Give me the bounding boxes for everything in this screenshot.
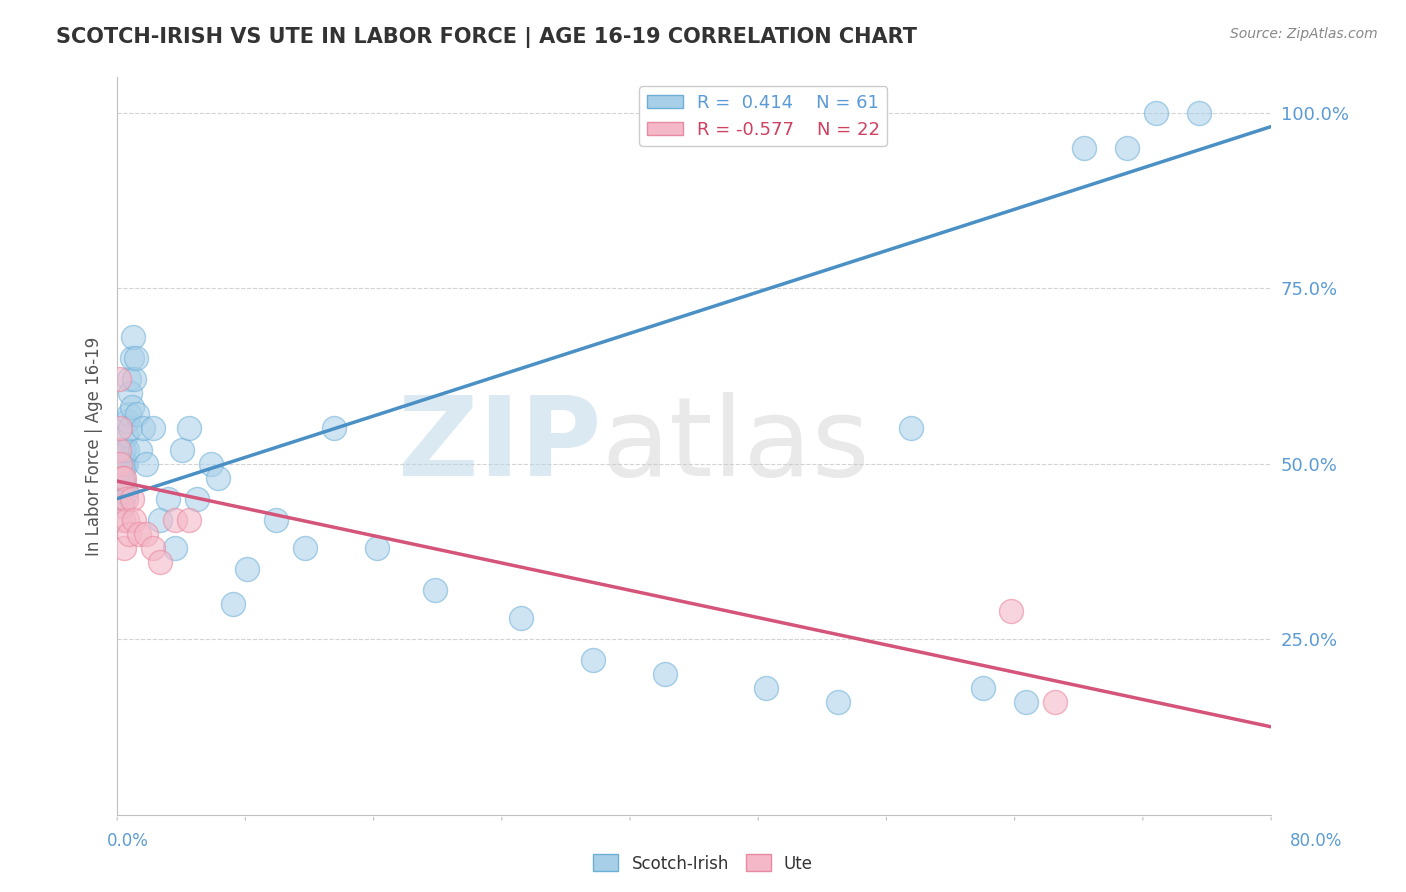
- Point: [117, 414, 139, 428]
- Point: [107, 457, 129, 471]
- Point: [200, 457, 222, 471]
- Point: [142, 421, 165, 435]
- Point: [117, 513, 139, 527]
- Point: [107, 442, 129, 457]
- Point: [124, 513, 146, 527]
- Point: [110, 499, 132, 513]
- Point: [112, 477, 135, 491]
- Point: [423, 582, 446, 597]
- Point: [110, 499, 132, 513]
- Point: [1015, 695, 1038, 709]
- Point: [121, 351, 143, 366]
- Point: [108, 450, 131, 464]
- Point: [1144, 105, 1167, 120]
- Point: [582, 653, 605, 667]
- Point: [1000, 604, 1022, 618]
- Point: [654, 667, 676, 681]
- Point: [1073, 141, 1095, 155]
- Point: [108, 484, 131, 499]
- Point: [322, 421, 344, 435]
- Point: [115, 484, 138, 499]
- Point: [108, 470, 131, 484]
- Point: [294, 541, 316, 555]
- Point: [118, 408, 141, 422]
- Point: [129, 442, 152, 457]
- Point: [510, 611, 533, 625]
- Point: [115, 457, 138, 471]
- Point: [156, 491, 179, 506]
- Legend: Scotch-Irish, Ute: Scotch-Irish, Ute: [586, 847, 820, 880]
- Point: [149, 513, 172, 527]
- Point: [236, 562, 259, 576]
- Point: [127, 408, 149, 422]
- Point: [122, 330, 145, 344]
- Point: [108, 421, 131, 435]
- Text: ZIP: ZIP: [398, 392, 602, 500]
- Point: [149, 555, 172, 569]
- Point: [1115, 141, 1137, 155]
- Point: [118, 526, 141, 541]
- Legend: R =  0.414    N = 61, R = -0.577    N = 22: R = 0.414 N = 61, R = -0.577 N = 22: [640, 87, 887, 146]
- Point: [115, 428, 138, 442]
- Point: [163, 541, 186, 555]
- Point: [110, 457, 132, 471]
- Point: [120, 421, 142, 435]
- Point: [112, 442, 135, 457]
- Point: [264, 513, 287, 527]
- Point: [163, 513, 186, 527]
- Point: [111, 513, 134, 527]
- Point: [142, 541, 165, 555]
- Text: 0.0%: 0.0%: [107, 831, 149, 849]
- Point: [125, 351, 148, 366]
- Point: [827, 695, 849, 709]
- Text: 80.0%: 80.0%: [1291, 831, 1343, 849]
- Point: [121, 491, 143, 506]
- Point: [124, 372, 146, 386]
- Text: Source: ZipAtlas.com: Source: ZipAtlas.com: [1230, 27, 1378, 41]
- Point: [111, 470, 134, 484]
- Point: [207, 470, 229, 484]
- Text: atlas: atlas: [602, 392, 870, 500]
- Point: [111, 491, 134, 506]
- Point: [221, 597, 243, 611]
- Point: [108, 457, 131, 471]
- Point: [972, 681, 994, 696]
- Point: [107, 372, 129, 386]
- Point: [112, 470, 135, 484]
- Point: [115, 491, 138, 506]
- Point: [179, 421, 201, 435]
- Y-axis label: In Labor Force | Age 16-19: In Labor Force | Age 16-19: [86, 336, 103, 556]
- Point: [112, 541, 135, 555]
- Point: [135, 526, 157, 541]
- Point: [107, 477, 129, 491]
- Point: [132, 421, 155, 435]
- Point: [366, 541, 388, 555]
- Point: [121, 401, 143, 415]
- Point: [110, 464, 132, 478]
- Point: [112, 457, 135, 471]
- Point: [135, 457, 157, 471]
- Point: [755, 681, 778, 696]
- Point: [110, 484, 132, 499]
- Point: [1043, 695, 1066, 709]
- Point: [900, 421, 922, 435]
- Point: [118, 372, 141, 386]
- Point: [128, 526, 150, 541]
- Point: [179, 513, 201, 527]
- Text: SCOTCH-IRISH VS UTE IN LABOR FORCE | AGE 16-19 CORRELATION CHART: SCOTCH-IRISH VS UTE IN LABOR FORCE | AGE…: [56, 27, 917, 48]
- Point: [172, 442, 194, 457]
- Point: [1188, 105, 1211, 120]
- Point: [117, 442, 139, 457]
- Point: [110, 470, 132, 484]
- Point: [186, 491, 208, 506]
- Point: [120, 386, 142, 401]
- Point: [111, 442, 134, 457]
